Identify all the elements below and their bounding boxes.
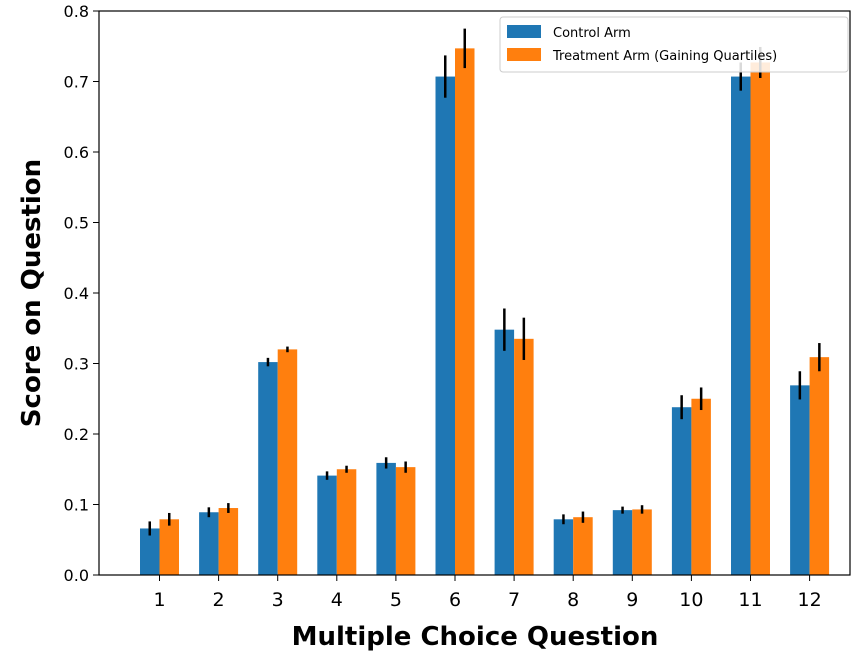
x-tick-label: 6 <box>449 589 461 611</box>
bar-treatment-q4 <box>336 469 357 575</box>
x-axis-label: Multiple Choice Question <box>292 622 659 652</box>
bar-control-q3 <box>258 362 278 575</box>
y-tick-label: 0.5 <box>64 214 89 233</box>
bar-control-q11 <box>731 76 751 575</box>
bar-control-q1 <box>140 528 160 575</box>
bar-treatment-q12 <box>809 357 830 575</box>
bar-control-q2 <box>199 512 219 575</box>
bar-control-q5 <box>376 462 396 575</box>
error-bars-layer <box>148 28 821 536</box>
legend: Control Arm Treatment Arm (Gaining Quart… <box>499 16 849 73</box>
bar-control-q7 <box>494 329 515 575</box>
legend-label-treatment: Treatment Arm (Gaining Quartiles) <box>552 49 777 64</box>
bar-treatment-q7 <box>514 338 534 575</box>
bars-layer <box>140 48 830 576</box>
legend-swatch-control <box>507 25 541 38</box>
y-tick-label: 0.0 <box>64 566 89 585</box>
x-tick-label: 12 <box>798 589 822 611</box>
bar-treatment-q3 <box>277 349 298 575</box>
x-tick-label: 2 <box>213 589 225 611</box>
y-tick-label: 0.6 <box>64 143 89 162</box>
legend-box <box>499 16 849 73</box>
x-tick-label: 4 <box>331 589 343 611</box>
legend-label-control: Control Arm <box>553 26 631 41</box>
bar-control-q12 <box>790 385 810 575</box>
bar-control-q6 <box>435 76 455 575</box>
x-tick-label: 5 <box>390 589 402 611</box>
bar-treatment-q1 <box>159 519 179 575</box>
y-tick-label: 0.7 <box>64 73 89 92</box>
bar-treatment-q8 <box>573 517 593 575</box>
bar-treatment-q10 <box>691 398 711 575</box>
bar-treatment-q6 <box>455 48 475 576</box>
y-tick-label: 0.8 <box>64 2 89 21</box>
bar-control-q4 <box>317 475 337 575</box>
y-tick-label: 0.3 <box>64 355 89 374</box>
bar-control-q8 <box>553 519 574 575</box>
x-tick-label: 8 <box>567 589 579 611</box>
x-tick-label: 3 <box>272 589 284 611</box>
legend-swatch-treatment <box>507 48 541 61</box>
x-tick-label: 1 <box>153 589 165 611</box>
y-tick-label: 0.1 <box>64 496 89 515</box>
bar-control-q9 <box>612 510 633 575</box>
y-axis: 0.0 0.1 0.2 0.3 0.4 0.5 0.6 0.7 0.8 <box>64 2 99 585</box>
x-tick-label: 9 <box>626 589 638 611</box>
y-axis-label: Score on Question <box>17 159 47 427</box>
x-axis: 1 2 3 4 5 6 7 8 9 10 11 12 <box>153 575 822 611</box>
bar-treatment-q2 <box>218 508 239 575</box>
x-tick-label: 11 <box>738 589 762 611</box>
bar-treatment-q11 <box>750 62 770 575</box>
bar-treatment-q9 <box>632 509 652 575</box>
y-tick-label: 0.2 <box>64 425 89 444</box>
bar-treatment-q5 <box>395 467 416 575</box>
bar-control-q10 <box>671 407 692 575</box>
x-tick-label: 7 <box>508 589 520 611</box>
x-tick-label: 10 <box>679 589 703 611</box>
y-tick-label: 0.4 <box>64 284 89 303</box>
